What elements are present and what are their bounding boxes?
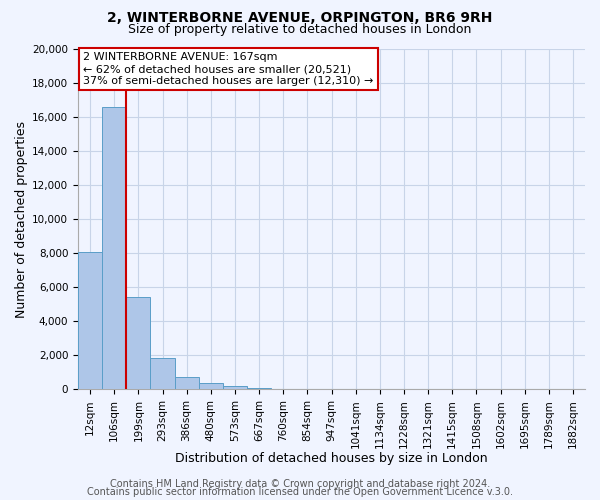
Text: Contains public sector information licensed under the Open Government Licence v.: Contains public sector information licen… [87,487,513,497]
Bar [102,107,126,390]
Text: Size of property relative to detached houses in London: Size of property relative to detached ho… [128,22,472,36]
X-axis label: Distribution of detached houses by size in London: Distribution of detached houses by size … [175,452,488,465]
Bar [151,358,175,390]
Text: 2, WINTERBORNE AVENUE, ORPINGTON, BR6 9RH: 2, WINTERBORNE AVENUE, ORPINGTON, BR6 9R… [107,11,493,25]
Bar [126,298,151,390]
Bar [247,388,271,390]
Bar [223,386,247,390]
Bar [78,252,102,390]
Text: 2 WINTERBORNE AVENUE: 167sqm
← 62% of detached houses are smaller (20,521)
37% o: 2 WINTERBORNE AVENUE: 167sqm ← 62% of de… [83,52,373,86]
Text: Contains HM Land Registry data © Crown copyright and database right 2024.: Contains HM Land Registry data © Crown c… [110,479,490,489]
Bar [175,376,199,390]
Bar [271,388,295,390]
Bar [199,384,223,390]
Y-axis label: Number of detached properties: Number of detached properties [15,120,28,318]
